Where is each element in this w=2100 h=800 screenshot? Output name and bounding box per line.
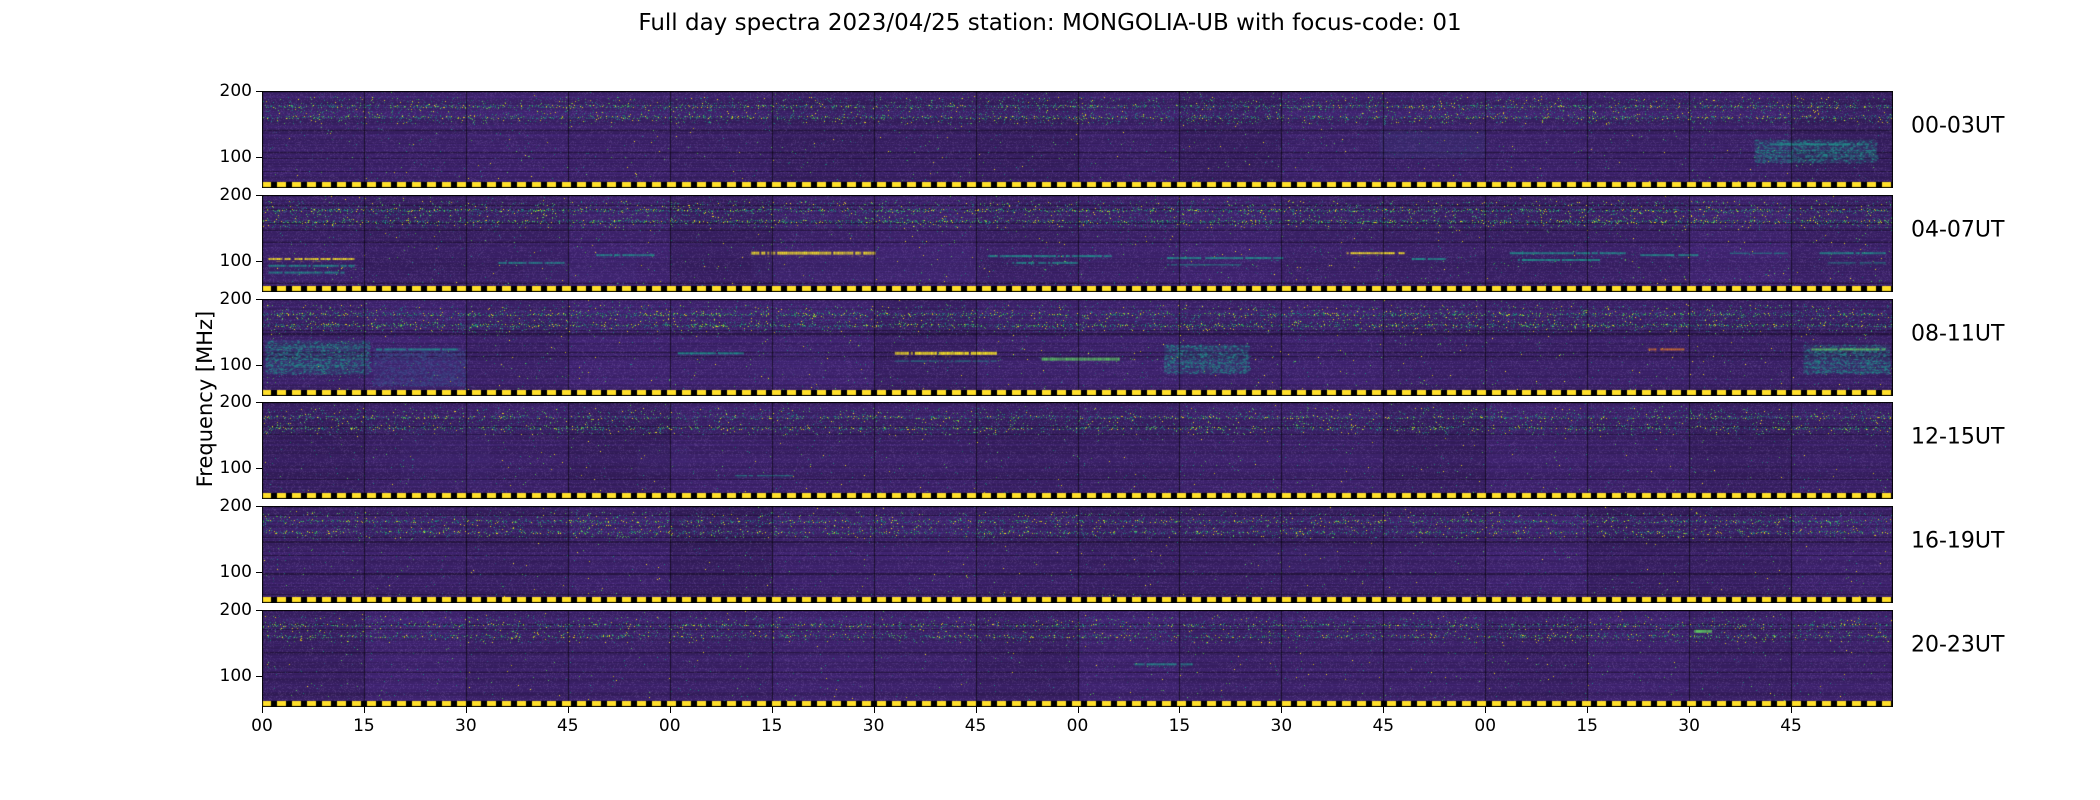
x-tick-label: 15 [760,716,783,736]
y-tick-mark [256,676,262,677]
y-tick-label: 200 [219,185,252,205]
x-tick-mark [364,707,365,713]
y-tick-label: 200 [219,496,252,516]
y-axis-label: Frequency [MHz] [193,310,217,488]
y-tick-label: 200 [219,600,252,620]
x-tick-mark [1383,707,1384,713]
x-tick-label: 45 [964,716,987,736]
x-tick-label: 00 [1474,716,1497,736]
spectrogram-row-4 [262,506,1893,603]
x-tick-label: 30 [1678,716,1700,736]
x-tick-mark [1791,707,1792,713]
spectrogram-row-3 [262,402,1893,499]
row-label: 16-19UT [1911,528,2005,554]
x-tick-label: 30 [455,716,477,736]
x-tick-mark [568,707,569,713]
y-tick-label: 100 [219,457,252,478]
x-tick-mark [1689,707,1690,713]
chart-title: Full day spectra 2023/04/25 station: MON… [638,10,1462,36]
y-tick-label: 100 [219,146,252,167]
x-tick-label: 45 [556,716,579,736]
y-tick-mark [256,610,262,611]
row-label: 12-15UT [1911,424,2005,450]
row-label: 20-23UT [1911,632,2005,658]
spectrogram-row-0 [262,91,1893,188]
y-tick-mark [256,261,262,262]
y-tick-mark [256,195,262,196]
x-tick-mark [1078,707,1079,713]
y-tick-mark [256,402,262,403]
row-label: 04-07UT [1911,217,2005,243]
y-tick-mark [256,299,262,300]
x-tick-label: 00 [658,716,681,736]
x-tick-mark [670,707,671,713]
spectrogram-row-5 [262,610,1893,707]
row-label: 00-03UT [1911,113,2005,139]
y-tick-label: 100 [219,561,252,582]
y-tick-label: 200 [219,392,252,412]
spectrogram-row-2 [262,299,1893,396]
x-tick-label: 15 [1168,716,1191,736]
x-tick-label: 15 [1576,716,1599,736]
y-tick-mark [256,506,262,507]
x-tick-label: 45 [1780,716,1802,736]
y-tick-label: 100 [219,665,252,686]
x-tick-label: 15 [353,716,375,736]
x-tick-mark [772,707,773,713]
x-tick-mark [874,707,875,713]
x-tick-mark [262,707,263,713]
y-tick-label: 100 [219,250,252,271]
y-tick-mark [256,468,262,469]
y-tick-mark [256,157,262,158]
y-tick-mark [256,365,262,366]
y-tick-label: 200 [219,289,252,309]
x-tick-mark [466,707,467,713]
spectrogram-row-1 [262,195,1893,292]
x-tick-mark [1587,707,1588,713]
row-label: 08-11UT [1911,321,2005,347]
x-tick-label: 45 [1372,716,1395,736]
y-tick-label: 200 [219,81,252,101]
x-tick-mark [1281,707,1282,713]
x-tick-label: 30 [1270,716,1293,736]
x-tick-mark [1179,707,1180,713]
x-tick-label: 00 [251,716,273,736]
x-tick-label: 30 [862,716,885,736]
y-tick-mark [256,91,262,92]
x-tick-label: 00 [1066,716,1089,736]
x-tick-mark [976,707,977,713]
y-tick-mark [256,572,262,573]
x-tick-mark [1485,707,1486,713]
y-tick-label: 100 [219,354,252,375]
